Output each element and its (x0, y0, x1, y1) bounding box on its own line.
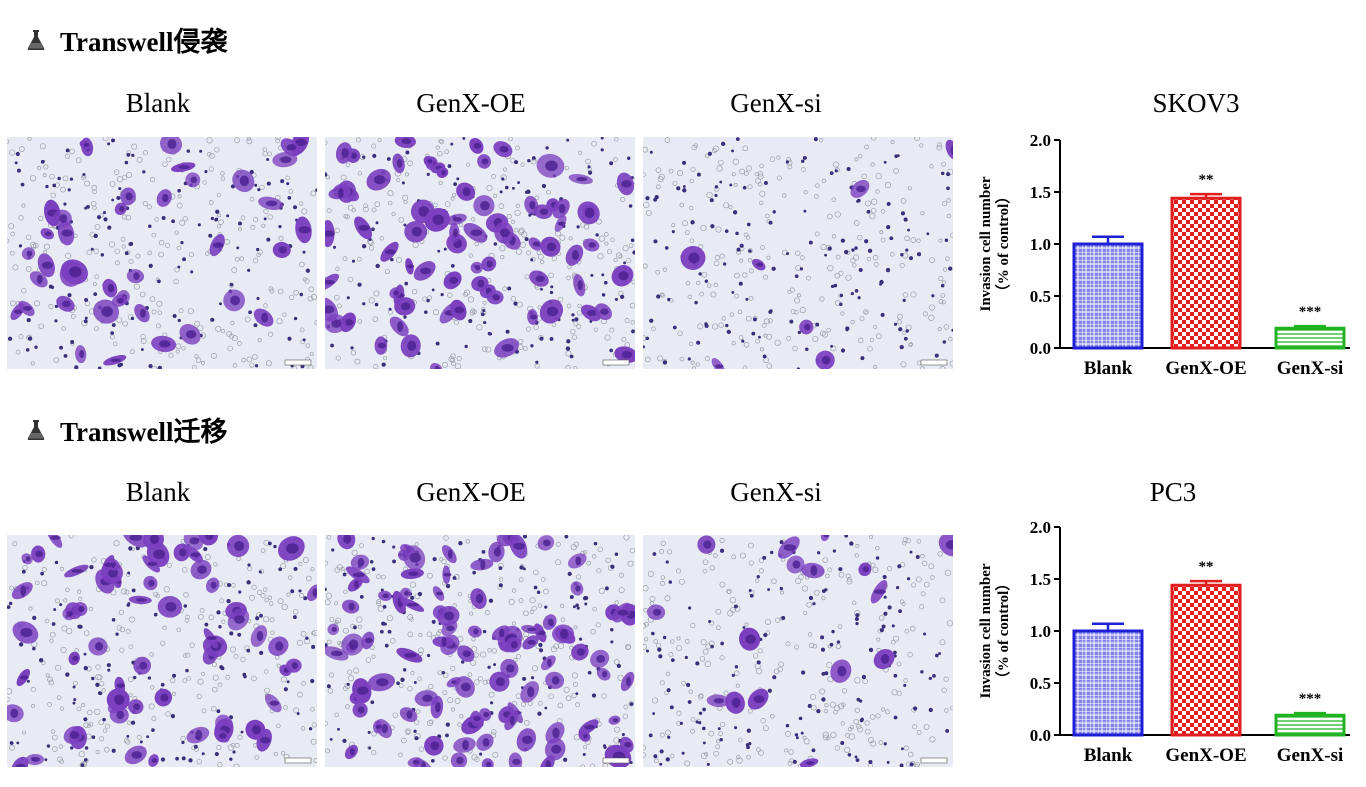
bar (1274, 713, 1346, 737)
micrograph-image (643, 535, 953, 767)
image-label-blank: Blank (125, 88, 191, 118)
micrograph-image (325, 535, 635, 767)
y-tick-label: 1.0 (1030, 622, 1051, 641)
bar (1072, 629, 1144, 737)
x-tick-label: GenX-si (1277, 745, 1344, 766)
y-tick-label: 2.0 (1030, 518, 1051, 537)
bar (1072, 242, 1144, 350)
y-tick-label: 1.5 (1030, 183, 1051, 202)
flask-icon (27, 419, 45, 440)
y-axis-label-unit: （% of control） (994, 576, 1012, 687)
micrograph-image (325, 137, 635, 369)
significance-label: *** (1299, 304, 1322, 320)
x-tick-label: GenX-OE (1165, 358, 1246, 379)
y-axis-label: Invasion cell number (978, 176, 994, 311)
micrograph-image (7, 535, 317, 767)
x-tick-label: Blank (1084, 358, 1133, 379)
significance-label: *** (1299, 691, 1322, 707)
image-label-genx-oe: GenX-OE (416, 477, 526, 507)
bar-chart-pc3: 0.0 0.5 1.0 1.5 2.0 Invasion cell number （% of… (978, 518, 1350, 766)
micrograph-invasion-genx-si (643, 137, 953, 369)
y-tick-label: 0.5 (1030, 287, 1051, 306)
bar (1170, 583, 1242, 737)
micrograph-migration-genx-oe (325, 535, 635, 767)
x-tick-label: GenX-si (1277, 358, 1344, 379)
y-tick-label: 2.0 (1030, 131, 1051, 150)
micrograph-image (643, 137, 953, 369)
x-tick-label: Blank (1084, 745, 1133, 766)
image-label-genx-si: GenX-si (730, 477, 822, 507)
significance-label: ** (1199, 559, 1214, 575)
micrograph-image (7, 137, 317, 369)
bar (1274, 326, 1346, 350)
micrograph-migration-genx-si (643, 535, 953, 767)
image-label-blank: Blank (125, 477, 191, 507)
y-tick-label: 1.5 (1030, 570, 1051, 589)
micrograph-invasion-genx-oe (325, 137, 635, 369)
y-tick-label: 1.0 (1030, 235, 1051, 254)
micrograph-invasion-blank (7, 137, 317, 369)
y-axis-label-unit: （% of control） (994, 189, 1012, 300)
image-label-genx-si: GenX-si (730, 88, 822, 118)
chart-title-pc3: PC3 (1149, 477, 1197, 507)
y-tick-label: 0.0 (1030, 726, 1051, 745)
significance-label: ** (1199, 172, 1214, 188)
bar (1170, 196, 1242, 350)
section-title-invasion: Transwell侵袭 (26, 20, 228, 59)
y-axis-label: Invasion cell number (978, 563, 994, 698)
section-title-text: Transwell侵袭 (60, 27, 228, 57)
flask-icon (27, 29, 45, 50)
image-label-genx-oe: GenX-OE (416, 88, 526, 118)
x-tick-label: GenX-OE (1165, 745, 1246, 766)
y-tick-label: 0.5 (1030, 674, 1051, 693)
section-title-migration: Transwell迁移 (26, 410, 228, 449)
bar-chart-skov3: 0.0 0.5 1.0 1.5 2.0 Invasion cell number （% of… (978, 131, 1350, 379)
section-title-text: Transwell迁移 (60, 417, 228, 447)
micrograph-migration-blank (7, 535, 317, 767)
y-tick-label: 0.0 (1030, 339, 1051, 358)
chart-title-skov3: SKOV3 (1152, 88, 1240, 118)
